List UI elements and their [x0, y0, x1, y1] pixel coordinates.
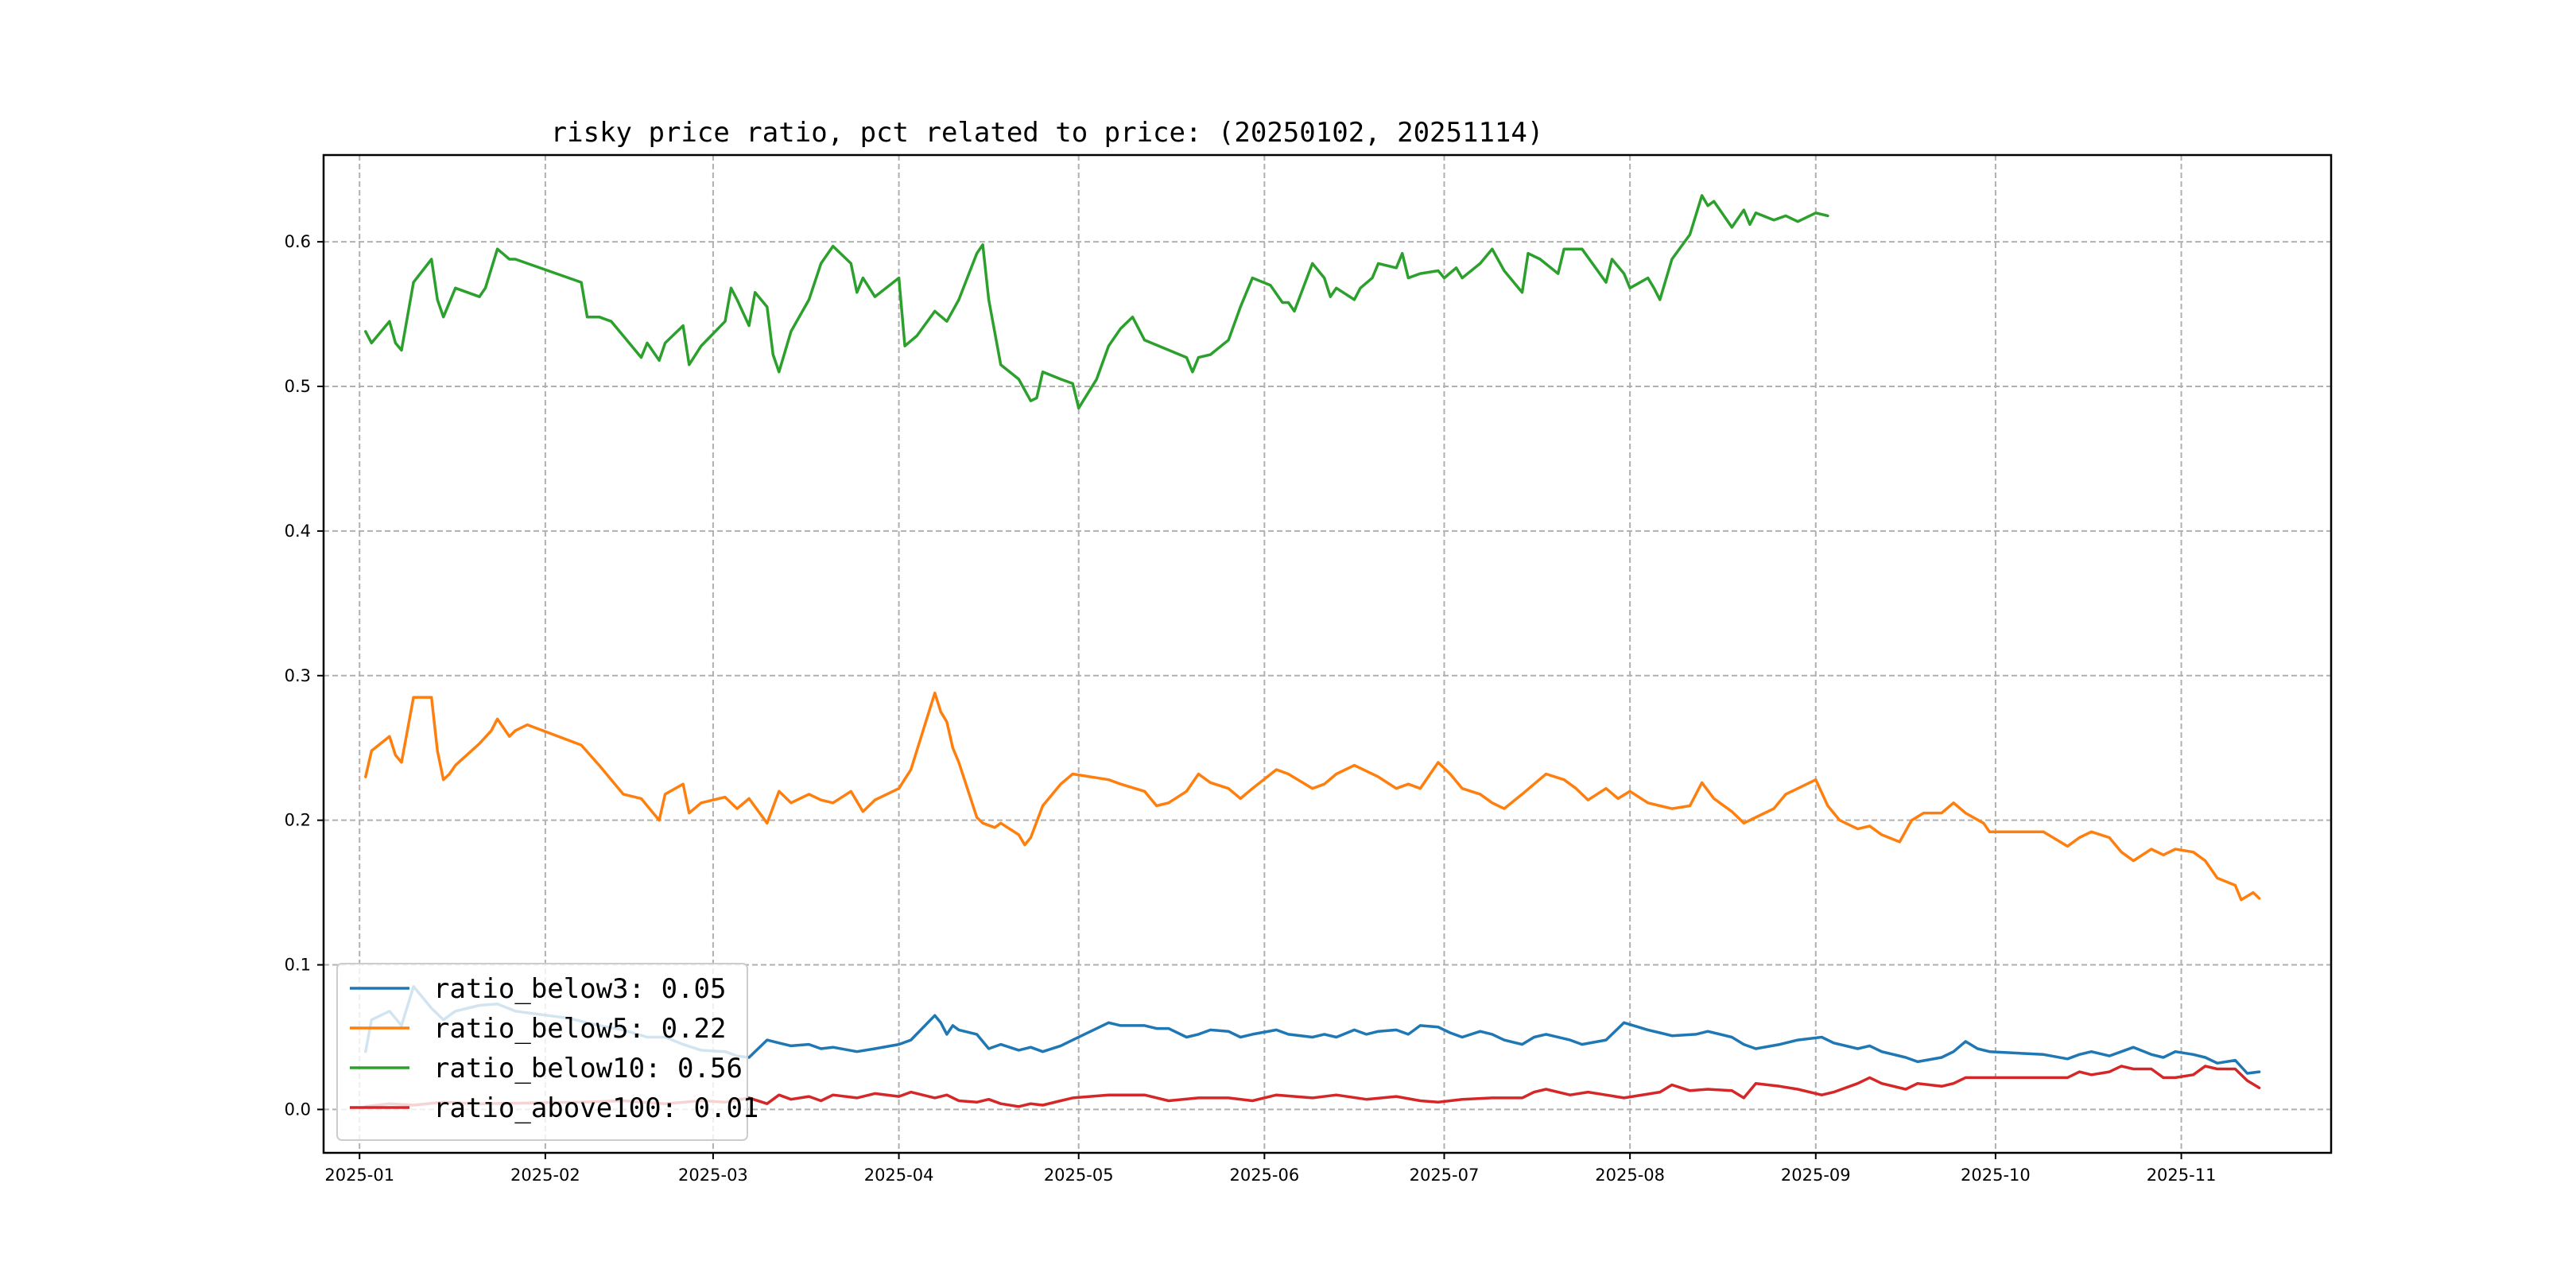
series-line-ratio-below10 [364, 194, 1829, 410]
legend-label-ratio-below10: ratio_below10: 0.56 [433, 1053, 743, 1084]
y-tick-label: 0.2 [285, 811, 311, 830]
y-tick-label: 0.5 [285, 377, 311, 396]
legend-entries: ratio_below3: 0.05 ratio_below5: 0.22 rati… [350, 973, 758, 1124]
y-tick-label: 0.4 [285, 522, 311, 541]
x-tick-label: 2025-08 [1595, 1166, 1665, 1185]
axis-ticks: 2025-01 2025-02 2025-03 2025-04 2025-05 2025-… [285, 232, 2217, 1185]
legend-label-ratio-below5: ratio_below5: 0.22 [433, 1013, 726, 1045]
y-tick-label: 0.1 [285, 956, 311, 975]
x-tick-label: 2025-04 [864, 1166, 934, 1185]
x-tick-label: 2025-03 [678, 1166, 748, 1185]
y-tick-label: 0.6 [285, 232, 311, 251]
legend-label-ratio-above100: ratio_above100: 0.01 [433, 1092, 758, 1124]
x-tick-label: 2025-02 [510, 1166, 580, 1185]
y-tick-label: 0.3 [285, 666, 311, 685]
x-tick-label: 2025-09 [1781, 1166, 1851, 1185]
legend-box [336, 963, 748, 1141]
chart-title: risky price ratio, pct related to price:… [551, 117, 1544, 149]
series-line-ratio-below5 [364, 691, 2261, 902]
x-tick-label: 2025-10 [1961, 1166, 2031, 1185]
y-tick-label: 0.0 [285, 1100, 311, 1119]
legend: ratio_below3: 0.05 ratio_below5: 0.22 rati… [336, 963, 758, 1141]
x-tick-label: 2025-07 [1410, 1166, 1480, 1185]
x-tick-label: 2025-06 [1229, 1166, 1299, 1185]
series-line-ratio-above100 [364, 1065, 2261, 1108]
axes-frame [322, 153, 2333, 1154]
x-tick-label: 2025-11 [2147, 1166, 2217, 1185]
legend-label-ratio-below3: ratio_below3: 0.05 [433, 973, 726, 1005]
grid-lines [324, 155, 2331, 1153]
x-tick-label: 2025-01 [324, 1166, 394, 1185]
x-tick-label: 2025-05 [1044, 1166, 1114, 1185]
